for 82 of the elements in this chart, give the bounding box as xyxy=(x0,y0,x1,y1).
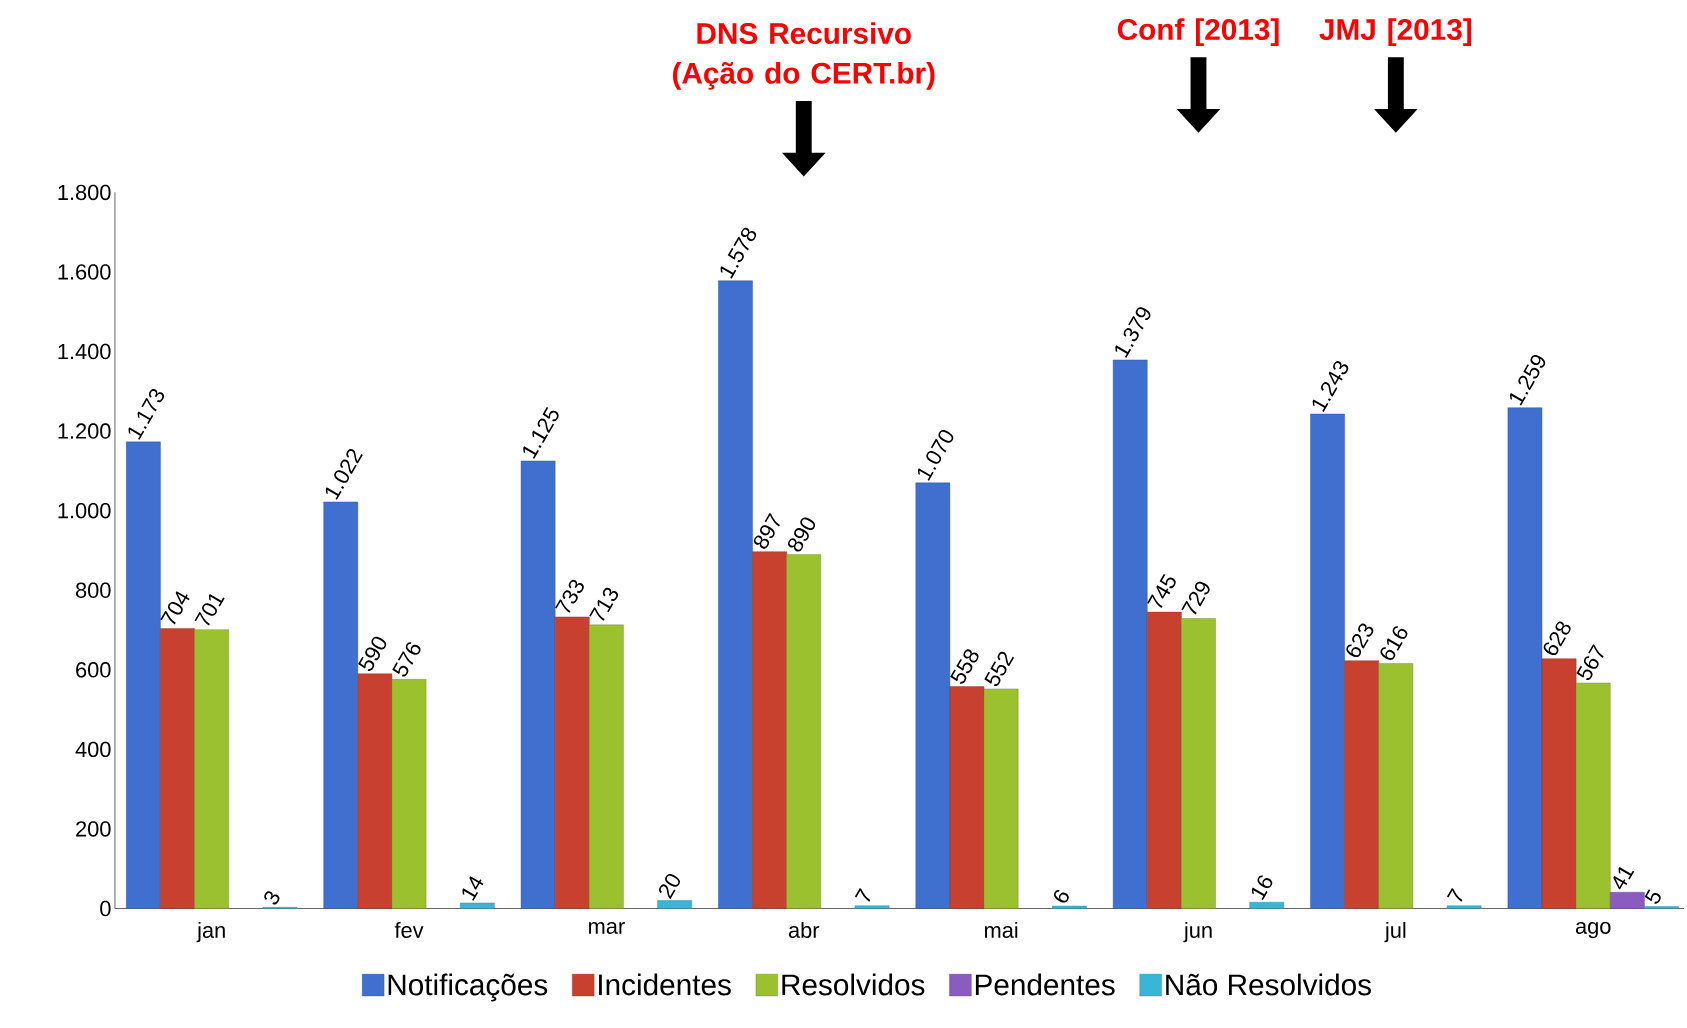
y-tick-label: 0 xyxy=(100,901,111,917)
x-tick-label: jan xyxy=(196,922,225,943)
data-label: 576 xyxy=(392,642,421,677)
x-tick-label: ago xyxy=(1575,922,1611,939)
bar xyxy=(126,441,161,909)
bar xyxy=(1507,407,1543,909)
x-tick-label: mar xyxy=(589,922,625,935)
y-tick-label: 1.600 xyxy=(58,264,111,280)
bar xyxy=(520,460,556,909)
text: DNS Recursivo (Ação do CERT.br) xyxy=(672,22,935,90)
y-tick-label: 600 xyxy=(76,662,111,678)
data-label: 890 xyxy=(788,517,816,552)
y-tick-label: 1.400 xyxy=(58,344,111,360)
bar xyxy=(1541,658,1577,909)
data-label: 6 xyxy=(1054,890,1069,903)
data-label: 745 xyxy=(1147,574,1176,609)
bar xyxy=(391,679,427,909)
bar xyxy=(589,624,624,909)
data-label: 590 xyxy=(358,637,387,672)
legend-label: Não Resolvidos xyxy=(1166,973,1371,996)
data-label: 16 xyxy=(1251,875,1273,901)
text: JMJ [2013] xyxy=(1319,18,1472,47)
x-tick-label: jul xyxy=(1384,922,1406,943)
bar xyxy=(752,551,787,909)
legend-label: Pendentes xyxy=(975,973,1115,996)
bar xyxy=(915,482,951,909)
bar xyxy=(1249,902,1285,909)
legend-label: Notificações xyxy=(388,973,548,1002)
bar xyxy=(160,628,195,909)
bar xyxy=(786,554,822,909)
y-tick-label: 1.800 xyxy=(58,184,111,201)
text: Conf [2013] xyxy=(1117,18,1279,47)
data-label: 552 xyxy=(984,651,1015,687)
bar xyxy=(357,673,393,909)
bar xyxy=(657,900,692,909)
legend-label: Resolvidos xyxy=(782,973,925,996)
data-label: 7 xyxy=(1447,888,1463,902)
x-tick-label: mai xyxy=(984,922,1018,939)
data-label: 701 xyxy=(194,594,225,626)
bar xyxy=(983,688,1019,909)
bar xyxy=(1112,359,1148,909)
data-label: 20 xyxy=(659,874,680,900)
bar xyxy=(460,902,495,909)
data-label: 616 xyxy=(1380,626,1408,661)
bar xyxy=(1344,660,1379,909)
data-label: 713 xyxy=(589,587,619,622)
y-tick-label: 1.200 xyxy=(58,423,111,440)
bar xyxy=(1181,618,1216,909)
bar xyxy=(554,616,590,909)
bar xyxy=(1575,682,1611,909)
data-label: 628 xyxy=(1543,621,1571,656)
x-tick-label: fev xyxy=(394,922,424,939)
data-label: 729 xyxy=(1181,581,1210,615)
bar xyxy=(194,629,229,909)
legend-label: Incidentes xyxy=(599,973,731,996)
x-tick-label: jun xyxy=(1183,922,1212,943)
bar xyxy=(1310,414,1345,909)
data-label: 3 xyxy=(264,891,280,905)
data-label: 5 xyxy=(1644,889,1661,904)
data-label: 897 xyxy=(753,513,780,549)
bar xyxy=(1052,906,1087,909)
data-label: 623 xyxy=(1346,623,1374,658)
y-tick-label: 200 xyxy=(76,821,111,837)
bar xyxy=(1446,905,1482,909)
bar xyxy=(949,686,985,909)
data-label: 7 xyxy=(854,888,871,902)
y-tick-label: 800 xyxy=(75,582,111,599)
data-label: 567 xyxy=(1576,644,1604,681)
bar xyxy=(323,501,359,909)
bar xyxy=(718,280,753,909)
bar xyxy=(1610,892,1645,909)
bar xyxy=(854,905,890,909)
y-tick-label: 400 xyxy=(75,741,111,758)
bar xyxy=(1378,663,1414,909)
x-tick-label: abr xyxy=(788,922,820,939)
data-label: 558 xyxy=(950,649,979,684)
data-label: 704 xyxy=(160,591,190,625)
bar xyxy=(1147,612,1182,909)
data-label: 14 xyxy=(462,876,484,902)
data-label: 41 xyxy=(1613,867,1635,890)
y-tick-label: 1.000 xyxy=(58,503,111,519)
data-label: 733 xyxy=(555,579,584,614)
